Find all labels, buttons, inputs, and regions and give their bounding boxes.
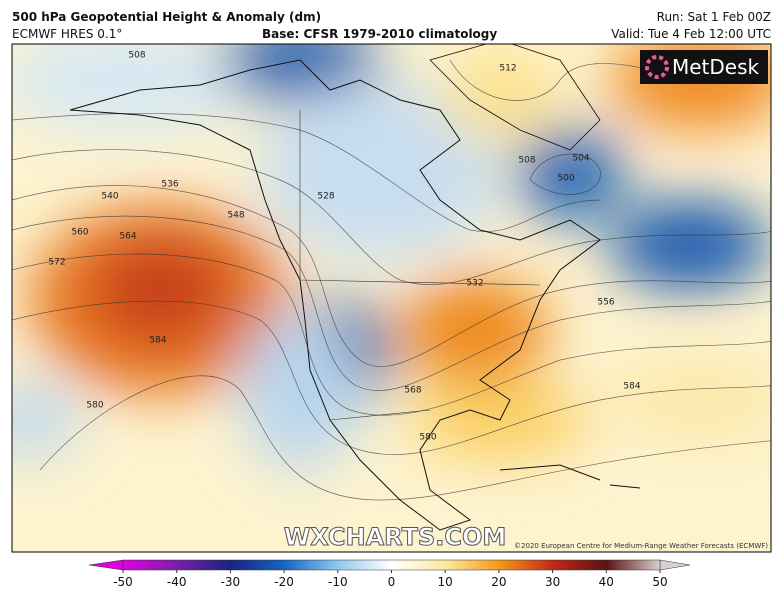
colorbar-tick-label: -20 xyxy=(274,575,294,589)
colorbar-tick-label: 0 xyxy=(388,575,396,589)
contour-label: 500 xyxy=(557,174,574,184)
contour-label: 504 xyxy=(572,154,589,164)
model: ECMWF HRES 0.1° xyxy=(12,27,122,41)
logo-box xyxy=(640,50,768,84)
contour-label: 548 xyxy=(227,211,244,221)
contour-label: 528 xyxy=(317,192,334,202)
colorbar-min-arrow xyxy=(88,559,124,571)
contour-label: 572 xyxy=(48,258,65,268)
contour-label: 580 xyxy=(86,401,103,411)
logo-icon xyxy=(645,55,669,79)
contour-label: 584 xyxy=(149,336,166,346)
colorbar-tick-label: 10 xyxy=(438,575,453,589)
base: Base: CFSR 1979-2010 climatology xyxy=(262,27,497,41)
colorbar-gradient xyxy=(122,559,661,571)
colorbar-tick-label: 50 xyxy=(652,575,667,589)
contour-label: 568 xyxy=(404,386,421,396)
contour-label: 556 xyxy=(597,298,614,308)
colorbar-tick-label: -10 xyxy=(328,575,348,589)
colorbar: -50 -40 -30 -20 -10 0 10 20 30 40 50 xyxy=(88,559,691,589)
height-contours xyxy=(12,59,771,501)
contour-label: 564 xyxy=(119,232,136,242)
contour-label: 532 xyxy=(466,279,483,289)
logo: MetDesk xyxy=(672,55,760,79)
title: 500 hPa Geopotential Height & Anomaly (d… xyxy=(12,10,321,24)
contour-label: 508 xyxy=(128,51,145,61)
colorbar-tick-label: -50 xyxy=(113,575,133,589)
contour-label: 540 xyxy=(101,192,118,202)
colorbar-tick-label: 20 xyxy=(491,575,506,589)
contour-label: 536 xyxy=(161,180,178,190)
run: Run: Sat 1 Feb 00Z xyxy=(657,10,771,24)
coastline xyxy=(69,59,601,531)
map-frame xyxy=(11,43,772,553)
colorbar-tick-label: 30 xyxy=(545,575,560,589)
contour-label: 512 xyxy=(499,64,516,74)
borders xyxy=(299,110,541,421)
contour-label: 580 xyxy=(419,433,436,443)
contour-label: 584 xyxy=(623,382,640,392)
contour-labels: 508 512 504 500 508 536 540 548 560 564 572 584 580 5… xyxy=(48,51,640,443)
contour-label: 560 xyxy=(71,228,88,238)
contour-label: 508 xyxy=(518,156,535,166)
colorbar-tick-label: 40 xyxy=(599,575,614,589)
greenland-coast xyxy=(429,44,601,151)
map: 508 512 504 500 508 536 540 548 560 564 572 584 580 5… xyxy=(12,44,771,552)
caribbean-coast xyxy=(499,464,641,489)
credit: ©2020 European Centre for Medium-Range W… xyxy=(514,542,768,550)
colorbar-max-arrow xyxy=(659,559,691,571)
valid-time: Valid: Tue 4 Feb 12:00 UTC xyxy=(611,27,771,41)
colorbar-tick-label: -40 xyxy=(167,575,187,589)
colorbar-tick-label: -30 xyxy=(221,575,241,589)
watermark: WXCHARTS.COM xyxy=(284,523,506,551)
